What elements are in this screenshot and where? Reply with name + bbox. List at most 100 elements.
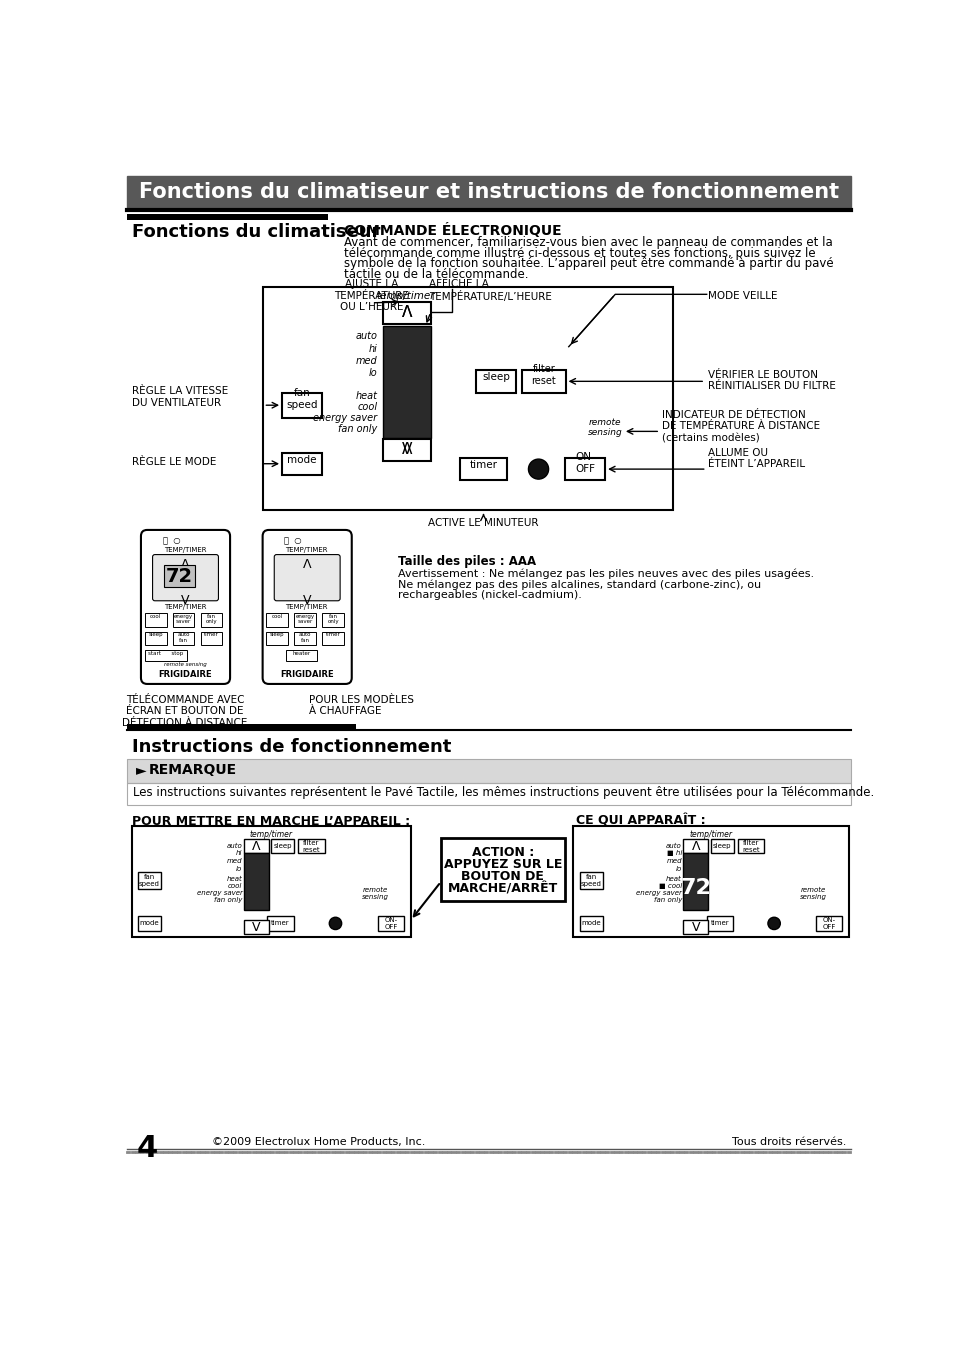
Text: MARCHE/ARRÊT: MARCHE/ARRÊT <box>447 882 558 896</box>
Text: TEMP/TIMER: TEMP/TIMER <box>285 546 328 553</box>
Text: Λ: Λ <box>401 305 412 320</box>
Bar <box>322 612 344 627</box>
Text: COMMANDE ÉLECTRONIQUE: COMMANDE ÉLECTRONIQUE <box>344 224 561 239</box>
Bar <box>294 631 315 645</box>
Bar <box>127 784 850 805</box>
Text: sleep: sleep <box>712 843 731 850</box>
Text: ■ hi: ■ hi <box>666 850 681 857</box>
Text: ACTIVE LE MINUTEUR: ACTIVE LE MINUTEUR <box>428 518 538 527</box>
Text: Les instructions suivantes représentent le Pavé Tactile, les mêmes instructions : Les instructions suivantes représentent … <box>133 786 874 800</box>
Text: 4: 4 <box>136 1135 157 1163</box>
Text: ►: ► <box>136 764 147 777</box>
Text: lo: lo <box>368 368 377 378</box>
Bar <box>172 631 194 645</box>
Text: RÈGLE LA VITESSE
DU VENTILATEUR: RÈGLE LA VITESSE DU VENTILATEUR <box>132 386 228 407</box>
Bar <box>286 650 316 661</box>
Text: fan only: fan only <box>653 897 681 904</box>
Text: Avertissement : Ne mélangez pas les piles neuves avec des piles usagées.: Avertissement : Ne mélangez pas les pile… <box>397 568 814 579</box>
Text: Fonctions du climatiseur: Fonctions du climatiseur <box>132 224 379 241</box>
FancyBboxPatch shape <box>152 554 218 600</box>
Text: auto
fan: auto fan <box>177 633 190 642</box>
Text: heat: heat <box>227 877 242 882</box>
Text: med: med <box>227 858 242 863</box>
Text: timer: timer <box>325 633 340 637</box>
Text: sleep: sleep <box>270 633 284 637</box>
Text: auto: auto <box>355 332 377 341</box>
Text: auto: auto <box>665 843 681 849</box>
Text: start      stop: start stop <box>148 650 183 656</box>
Bar <box>737 839 763 854</box>
Text: fan
only: fan only <box>327 614 338 625</box>
Bar <box>137 916 161 931</box>
Text: Λ: Λ <box>401 442 412 457</box>
Text: energy saver: energy saver <box>196 890 242 896</box>
Text: POUR LES MODÈLES
À CHAUFFAGE: POUR LES MODÈLES À CHAUFFAGE <box>309 695 414 716</box>
FancyBboxPatch shape <box>141 530 230 684</box>
Text: RÈGLE LE MODE: RÈGLE LE MODE <box>132 457 215 467</box>
Text: fan only: fan only <box>213 897 242 904</box>
Text: heater: heater <box>292 650 310 656</box>
Bar <box>132 826 410 938</box>
Text: Fonctions du climatiseur et instructions de fonctionnement: Fonctions du climatiseur et instructions… <box>139 182 838 202</box>
Text: ON-
OFF: ON- OFF <box>575 452 595 473</box>
Text: fan
speed: fan speed <box>139 874 160 886</box>
Text: cool: cool <box>356 402 377 413</box>
Bar <box>266 612 288 627</box>
Text: Λ: Λ <box>401 305 412 320</box>
Text: timer: timer <box>271 920 290 927</box>
Text: fan only: fan only <box>337 424 377 433</box>
Text: POUR METTRE EN MARCHE L’APPAREIL :: POUR METTRE EN MARCHE L’APPAREIL : <box>132 815 410 828</box>
Text: CE QUI APPARAÎT :: CE QUI APPARAÎT : <box>576 815 705 828</box>
Bar <box>127 758 850 784</box>
Text: cool: cool <box>228 884 242 889</box>
Bar <box>382 438 431 460</box>
Text: temp/timer: temp/timer <box>376 291 435 301</box>
Text: lo: lo <box>236 866 242 871</box>
Bar <box>294 612 315 627</box>
Bar <box>579 916 602 931</box>
Text: Avant de commencer, familiarisez-vous bien avec le panneau de commandes et la: Avant de commencer, familiarisez-vous bi… <box>344 236 832 248</box>
Bar <box>377 916 404 931</box>
Text: temp/timer: temp/timer <box>250 830 293 839</box>
Text: hi: hi <box>368 344 377 353</box>
Text: rechargeables (nickel-cadmium).: rechargeables (nickel-cadmium). <box>397 590 581 600</box>
Bar <box>682 839 707 854</box>
Text: auto
fan: auto fan <box>298 633 312 642</box>
Text: INDICATEUR DE DÉTECTION
DE TEMPÉRATURE À DISTANCE
(certains modèles): INDICATEUR DE DÉTECTION DE TEMPÉRATURE À… <box>661 410 819 442</box>
Text: FRIGIDAIRE: FRIGIDAIRE <box>158 670 212 679</box>
Text: sleep: sleep <box>481 372 509 383</box>
FancyBboxPatch shape <box>274 554 340 600</box>
Text: Instructions de fonctionnement: Instructions de fonctionnement <box>132 738 451 755</box>
Text: télécommande comme illustré ci-dessous et toutes ses fonctions, puis suivez le: télécommande comme illustré ci-dessous e… <box>344 247 815 259</box>
Text: ⓘ  ○: ⓘ ○ <box>162 536 180 545</box>
Text: energy
saver: energy saver <box>295 614 314 625</box>
Bar <box>706 916 732 931</box>
Bar <box>815 916 841 931</box>
Bar <box>145 631 167 645</box>
Bar <box>710 839 733 854</box>
Bar <box>137 871 161 889</box>
Text: med: med <box>355 356 377 366</box>
Text: Tous droits réservés.: Tous droits réservés. <box>731 1137 845 1148</box>
Text: ⓘ  ○: ⓘ ○ <box>284 536 301 545</box>
Text: remote
sensing: remote sensing <box>587 418 622 437</box>
Text: Ne mélangez pas des piles alcalines, standard (carbone-zinc), ou: Ne mélangez pas des piles alcalines, sta… <box>397 579 760 590</box>
Text: AJUSTE LA
TEMPÉRATURE
OU L’HEURE: AJUSTE LA TEMPÉRATURE OU L’HEURE <box>335 279 409 312</box>
Text: mode: mode <box>580 920 600 927</box>
Ellipse shape <box>767 917 780 929</box>
Bar <box>682 854 707 911</box>
Text: VÉRIFIER LE BOUTON
RÉINITIALISER DU FILTRE: VÉRIFIER LE BOUTON RÉINITIALISER DU FILT… <box>707 370 835 391</box>
Text: BOUTON DE: BOUTON DE <box>461 870 544 884</box>
FancyBboxPatch shape <box>262 530 352 684</box>
Bar <box>267 916 294 931</box>
Text: med: med <box>665 858 681 863</box>
Bar <box>127 758 850 784</box>
Text: temp/timer: temp/timer <box>688 830 731 839</box>
Text: ■ cool: ■ cool <box>658 884 681 889</box>
Bar <box>244 920 269 935</box>
Text: 72: 72 <box>679 878 711 898</box>
Text: Λ: Λ <box>181 557 190 571</box>
Bar <box>521 370 565 393</box>
Text: sleep: sleep <box>274 843 292 850</box>
Bar <box>145 612 167 627</box>
